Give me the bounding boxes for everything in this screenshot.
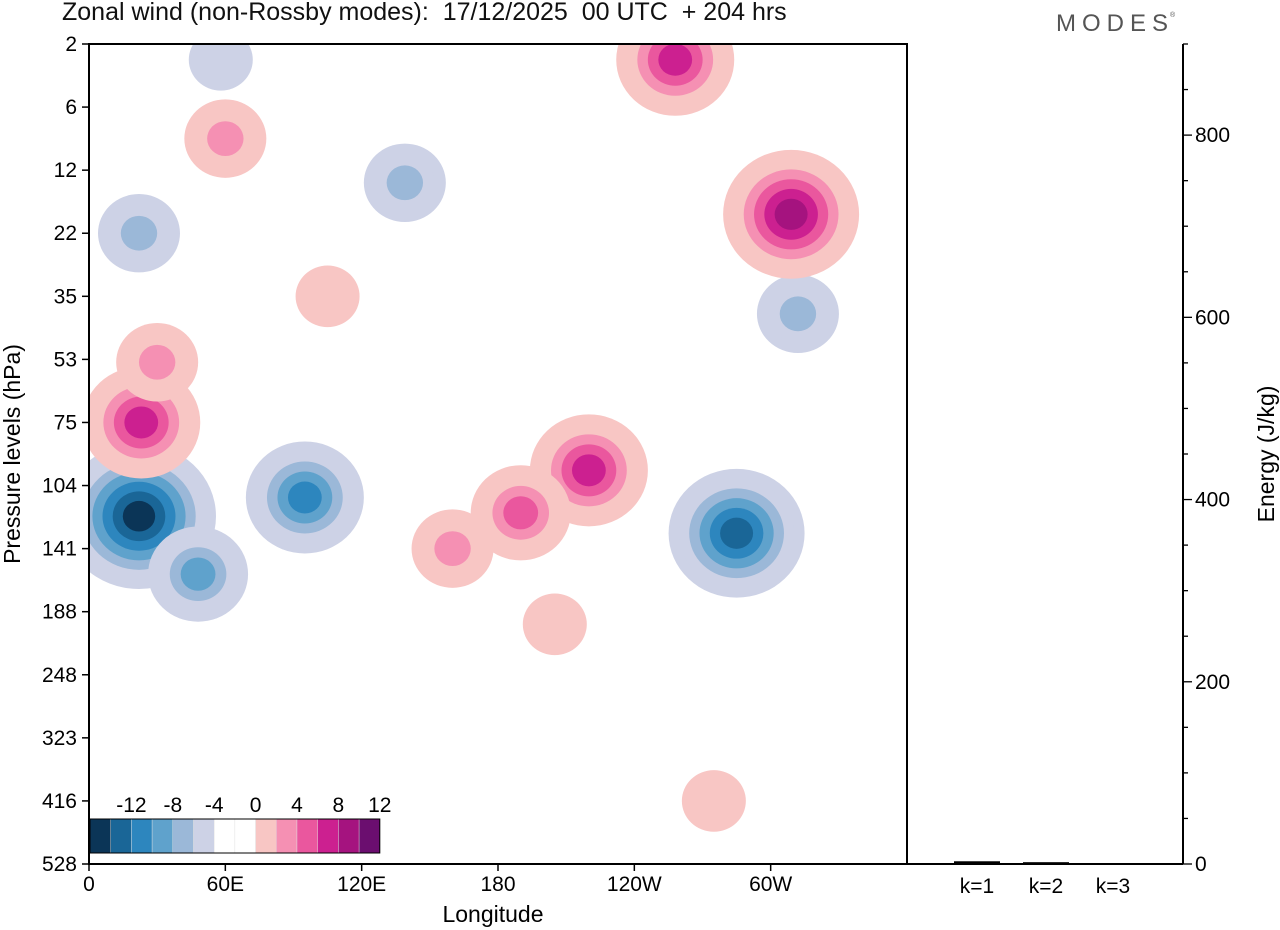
x-axis-label: Longitude: [442, 901, 543, 927]
y-tick-label: 53: [54, 348, 77, 371]
colorbar-swatch: [110, 818, 132, 854]
y-tick-label: 188: [42, 601, 77, 624]
anomaly-contour: [207, 121, 244, 157]
energy-bar: [1090, 863, 1136, 865]
wind-anomaly: [681, 770, 746, 832]
energy-category-label: k=3: [1096, 875, 1130, 898]
anomaly-contour: [386, 165, 424, 201]
energy-tick-label: 200: [1195, 671, 1230, 694]
wind-anomaly: [148, 526, 249, 622]
wind-anomaly: [116, 323, 199, 402]
anomaly-contour: [201, 44, 241, 79]
energy-bars: 0 200 400 600 800 Energy (J/kg) k=1 k=2 k=3: [907, 43, 1279, 898]
colorbar-swatch: [255, 818, 277, 854]
y-tick-label: 12: [54, 159, 77, 182]
colorbar-swatch: [89, 818, 111, 854]
colorbar-swatch: [317, 818, 339, 854]
anomaly-contour: [571, 454, 606, 487]
anomaly-contour: [535, 605, 575, 644]
logo-registered-mark: ®: [1170, 12, 1176, 19]
anomaly-contour: [503, 496, 539, 530]
colorbar-label: -12: [116, 794, 146, 817]
colorbar-swatch: [172, 818, 194, 854]
energy-tick-label: 800: [1195, 124, 1230, 147]
colorbar-swatch: [358, 818, 381, 854]
wind-anomaly: [522, 593, 587, 656]
anomaly-contour: [307, 277, 348, 316]
energy-category-label: k=1: [960, 875, 994, 898]
wind-anomaly: [245, 441, 364, 554]
energy-axis-label: Energy (J/kg): [1253, 386, 1279, 523]
chart-title: Zonal wind (non-Rossby modes): 17/12/202…: [62, 0, 787, 26]
wind-anomaly: [616, 44, 735, 116]
energy-bar: [1023, 862, 1069, 864]
colorbar-label: 0: [250, 794, 262, 817]
y-tick-label: 104: [42, 475, 77, 498]
anomaly-contour: [720, 517, 754, 549]
colorbar-swatch: [131, 818, 153, 854]
zonal-wind-field: [89, 44, 860, 832]
colorbar-label: -4: [205, 794, 224, 817]
y-tick-label: 2: [65, 33, 77, 56]
y-tick-label: 323: [42, 727, 77, 750]
energy-category-label: k=2: [1029, 875, 1063, 898]
wind-anomaly: [97, 194, 180, 273]
wind-anomaly: [470, 465, 571, 561]
colorbar-label: 12: [368, 794, 391, 817]
anomaly-contour: [434, 531, 471, 567]
y-tick-label: 248: [42, 664, 77, 687]
anomaly-contour: [122, 500, 156, 532]
anomaly-contour: [779, 296, 817, 332]
anomaly-contour: [774, 198, 808, 230]
modes-logo: MODES®: [1056, 10, 1179, 38]
wind-anomaly: [756, 274, 839, 354]
y-tick-label: 416: [42, 790, 77, 813]
y-tick-label: 528: [42, 853, 77, 876]
colorbar-swatch: [276, 818, 298, 854]
wind-anomaly: [363, 143, 446, 222]
wind-anomaly: [411, 509, 494, 588]
wind-anomaly: [668, 468, 805, 598]
y-tick-label: 6: [65, 96, 77, 119]
colorbar-label: 4: [291, 794, 303, 817]
anomaly-contour: [658, 44, 693, 76]
energy-tick-label: 400: [1195, 489, 1230, 512]
energy-tick-label: 0: [1195, 853, 1207, 876]
anomaly-contour: [124, 406, 159, 439]
y-tick-label: 35: [54, 285, 77, 308]
x-tick-label: 180: [480, 873, 515, 896]
x-tick-label: 60W: [749, 873, 792, 896]
colorbar-swatch: [193, 818, 215, 854]
anomaly-contour: [138, 344, 176, 380]
energy-bar: [954, 861, 1000, 864]
colorbar-legend: -12 -8 -4 0 4 8 12: [89, 794, 391, 854]
colorbar-label: 8: [333, 794, 345, 817]
anomaly-contour: [180, 557, 216, 591]
x-tick-label: 120W: [607, 873, 662, 896]
logo-text: MODES: [1056, 10, 1175, 37]
colorbar-swatch: [296, 818, 318, 854]
wind-anomaly: [184, 99, 267, 178]
wind-anomaly: [723, 149, 860, 279]
y-tick-label: 141: [42, 538, 77, 561]
energy-tick-label: 600: [1195, 306, 1230, 329]
y-tick-label: 75: [54, 411, 77, 434]
colorbar-swatch: [151, 818, 174, 854]
colorbar-label: -8: [163, 794, 182, 817]
anomaly-contour: [287, 481, 322, 514]
y-axis-label: Pressure levels (hPa): [0, 344, 25, 564]
anomaly-contour: [694, 781, 734, 820]
axes-layer: 0 60E 120E 180 120W 60W 2 6 12 22 35 53 75 104 141 188 2…: [0, 33, 908, 927]
y-tick-label: 22: [54, 222, 77, 245]
wind-anomaly: [188, 44, 253, 91]
x-tick-label: 120E: [337, 873, 386, 896]
wind-anomaly: [295, 265, 360, 328]
colorbar-swatch: [338, 818, 360, 854]
x-tick-label: 0: [83, 873, 95, 896]
colorbar-swatch: [234, 818, 256, 854]
anomaly-contour: [120, 215, 158, 251]
colorbar-swatch: [213, 818, 236, 854]
x-tick-label: 60E: [207, 873, 244, 896]
